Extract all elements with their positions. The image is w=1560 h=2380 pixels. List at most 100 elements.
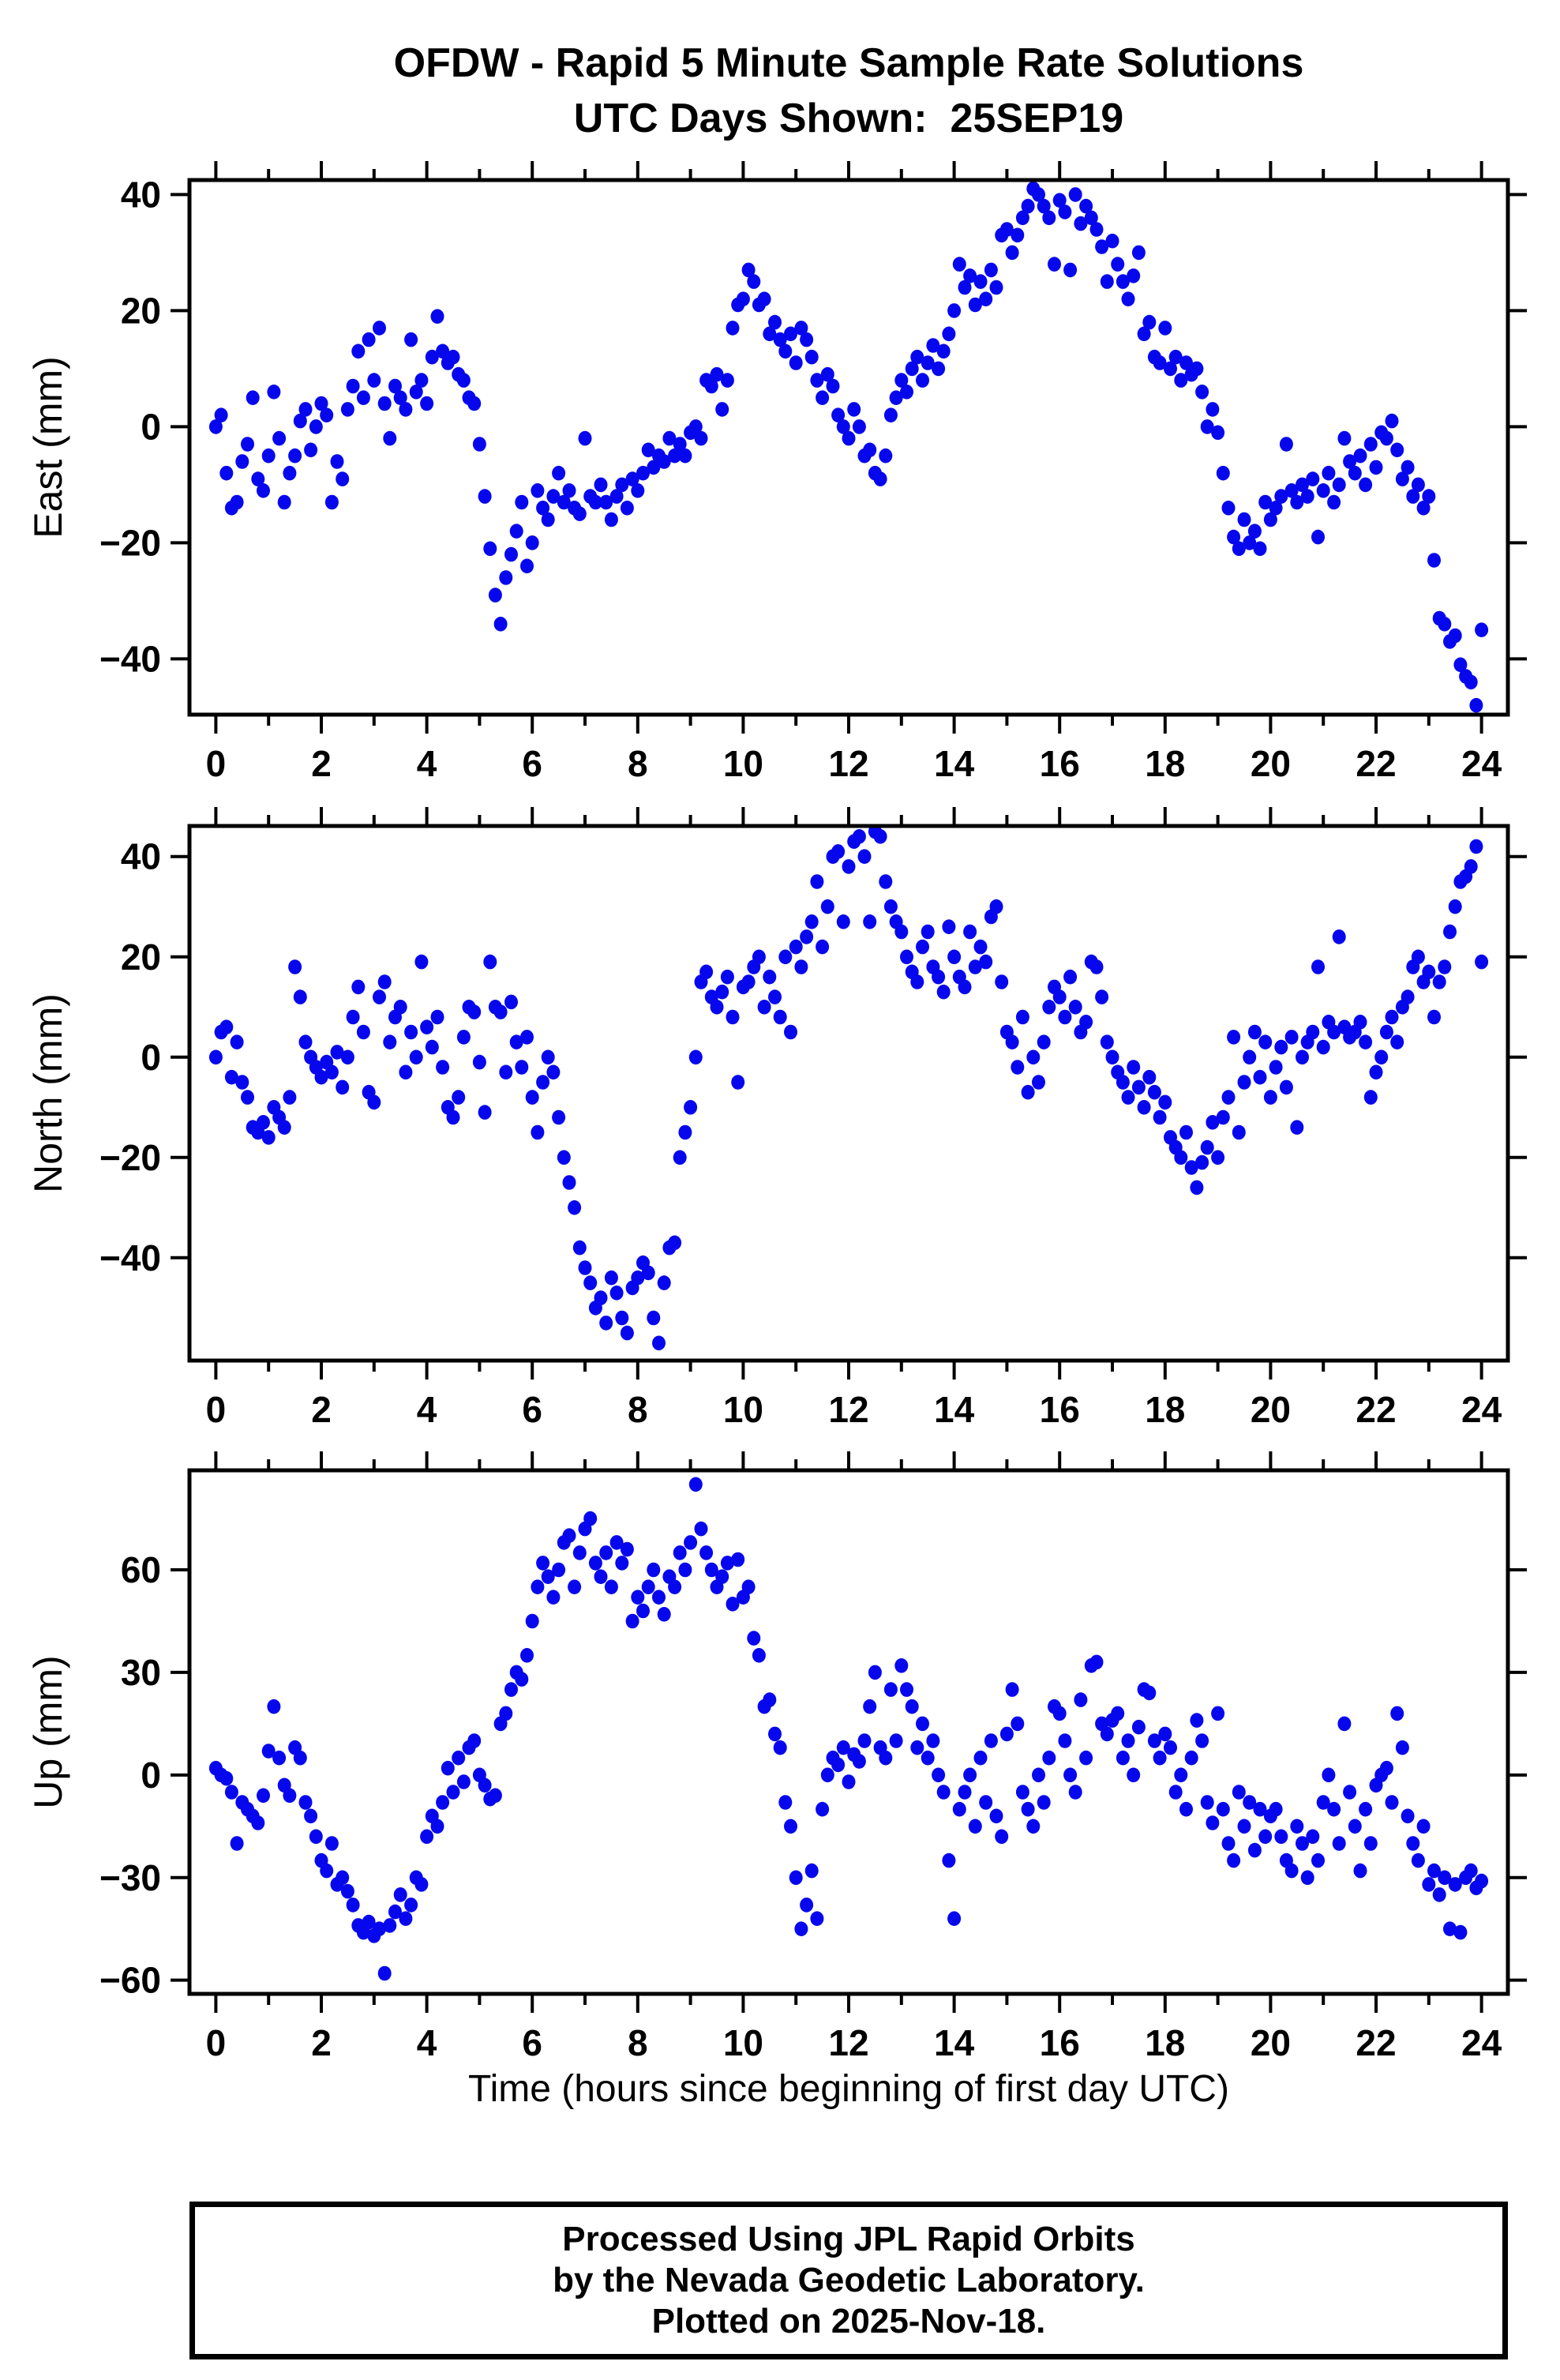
data-point — [219, 1770, 234, 1786]
data-point — [288, 959, 302, 974]
data-point — [778, 1795, 793, 1810]
data-point — [641, 1265, 655, 1281]
data-point — [1284, 1863, 1299, 1879]
data-point — [1079, 1750, 1093, 1766]
data-point — [1253, 1801, 1267, 1817]
data-point — [1290, 494, 1304, 510]
data-point — [420, 396, 434, 411]
y-tick-label: −20 — [99, 1137, 161, 1178]
data-point — [715, 984, 729, 1000]
data-point — [1243, 535, 1257, 550]
data-point — [1327, 1024, 1341, 1040]
data-point — [356, 1024, 370, 1040]
data-point — [446, 349, 460, 365]
data-point — [283, 465, 297, 481]
data-point — [1100, 1726, 1114, 1742]
data-point — [794, 1921, 808, 1936]
data-point — [1296, 1049, 1309, 1065]
data-point — [1200, 1795, 1214, 1810]
data-point — [1111, 257, 1125, 272]
data-point — [1379, 1760, 1393, 1776]
data-point — [910, 1740, 924, 1755]
data-point — [657, 1275, 671, 1290]
data-point — [1095, 989, 1109, 1004]
data-point — [1127, 268, 1141, 283]
data-point — [1306, 1829, 1320, 1845]
data-point — [572, 506, 587, 521]
data-point — [1216, 465, 1230, 481]
data-point — [625, 471, 639, 486]
data-point — [456, 1774, 471, 1789]
data-point — [1052, 193, 1067, 208]
data-point — [1063, 1767, 1078, 1783]
data-point — [483, 954, 497, 970]
data-point — [1179, 1124, 1193, 1140]
data-point — [1274, 1829, 1288, 1845]
data-point — [1401, 460, 1415, 475]
data-point — [536, 1075, 550, 1090]
data-point — [820, 899, 834, 914]
data-point — [346, 1898, 360, 1913]
data-point — [1274, 489, 1288, 504]
data-point — [1015, 210, 1029, 226]
data-point — [652, 1335, 666, 1351]
data-point — [736, 291, 750, 307]
data-point — [816, 939, 830, 955]
data-point — [641, 1579, 655, 1594]
data-point — [910, 349, 924, 365]
data-point — [1290, 1819, 1304, 1834]
data-point — [509, 524, 523, 539]
data-point — [715, 402, 729, 417]
x-tick-label: 18 — [1145, 1389, 1185, 1430]
y-tick-label: 0 — [141, 1755, 161, 1796]
data-point — [356, 390, 370, 405]
data-point — [1469, 839, 1483, 854]
data-point — [804, 349, 819, 365]
data-point — [314, 396, 328, 411]
data-point — [1211, 1150, 1225, 1166]
data-point — [324, 1836, 339, 1851]
data-point — [488, 587, 502, 603]
x-tick-label: 10 — [723, 1389, 763, 1430]
data-point — [541, 1569, 555, 1584]
x-axis-title: Time (hours since beginning of first day… — [468, 2068, 1229, 2110]
data-point — [1427, 1009, 1441, 1025]
data-point — [257, 483, 270, 498]
data-point — [1353, 448, 1367, 464]
data-point — [525, 1613, 539, 1629]
data-point — [546, 489, 561, 504]
data-point — [257, 1115, 270, 1130]
data-point — [673, 1545, 687, 1560]
data-point — [324, 1064, 339, 1080]
data-point — [520, 558, 534, 574]
data-point — [800, 332, 814, 347]
data-point — [304, 442, 318, 458]
data-point — [1121, 1733, 1135, 1748]
data-point — [436, 1795, 450, 1810]
data-point — [430, 1009, 444, 1025]
data-point — [478, 1777, 492, 1793]
data-point — [367, 1094, 381, 1110]
data-point — [816, 1801, 830, 1817]
data-point — [1411, 477, 1425, 493]
data-point — [267, 1699, 281, 1714]
data-point — [710, 366, 724, 382]
data-point — [1221, 1090, 1236, 1105]
data-point — [452, 1750, 466, 1766]
x-tick-label: 22 — [1356, 1389, 1396, 1430]
data-point — [842, 859, 856, 874]
data-point — [1184, 1160, 1198, 1175]
data-point — [1227, 1853, 1241, 1868]
up-data-points — [208, 1477, 1489, 1981]
data-point — [984, 1733, 998, 1748]
data-point — [309, 419, 323, 434]
data-point — [694, 430, 708, 446]
data-point — [520, 1030, 534, 1045]
data-point — [641, 442, 655, 458]
data-point — [1168, 1785, 1183, 1800]
data-point — [1100, 274, 1114, 289]
data-point — [1258, 494, 1273, 510]
data-point — [794, 959, 808, 974]
data-point — [536, 1556, 550, 1571]
